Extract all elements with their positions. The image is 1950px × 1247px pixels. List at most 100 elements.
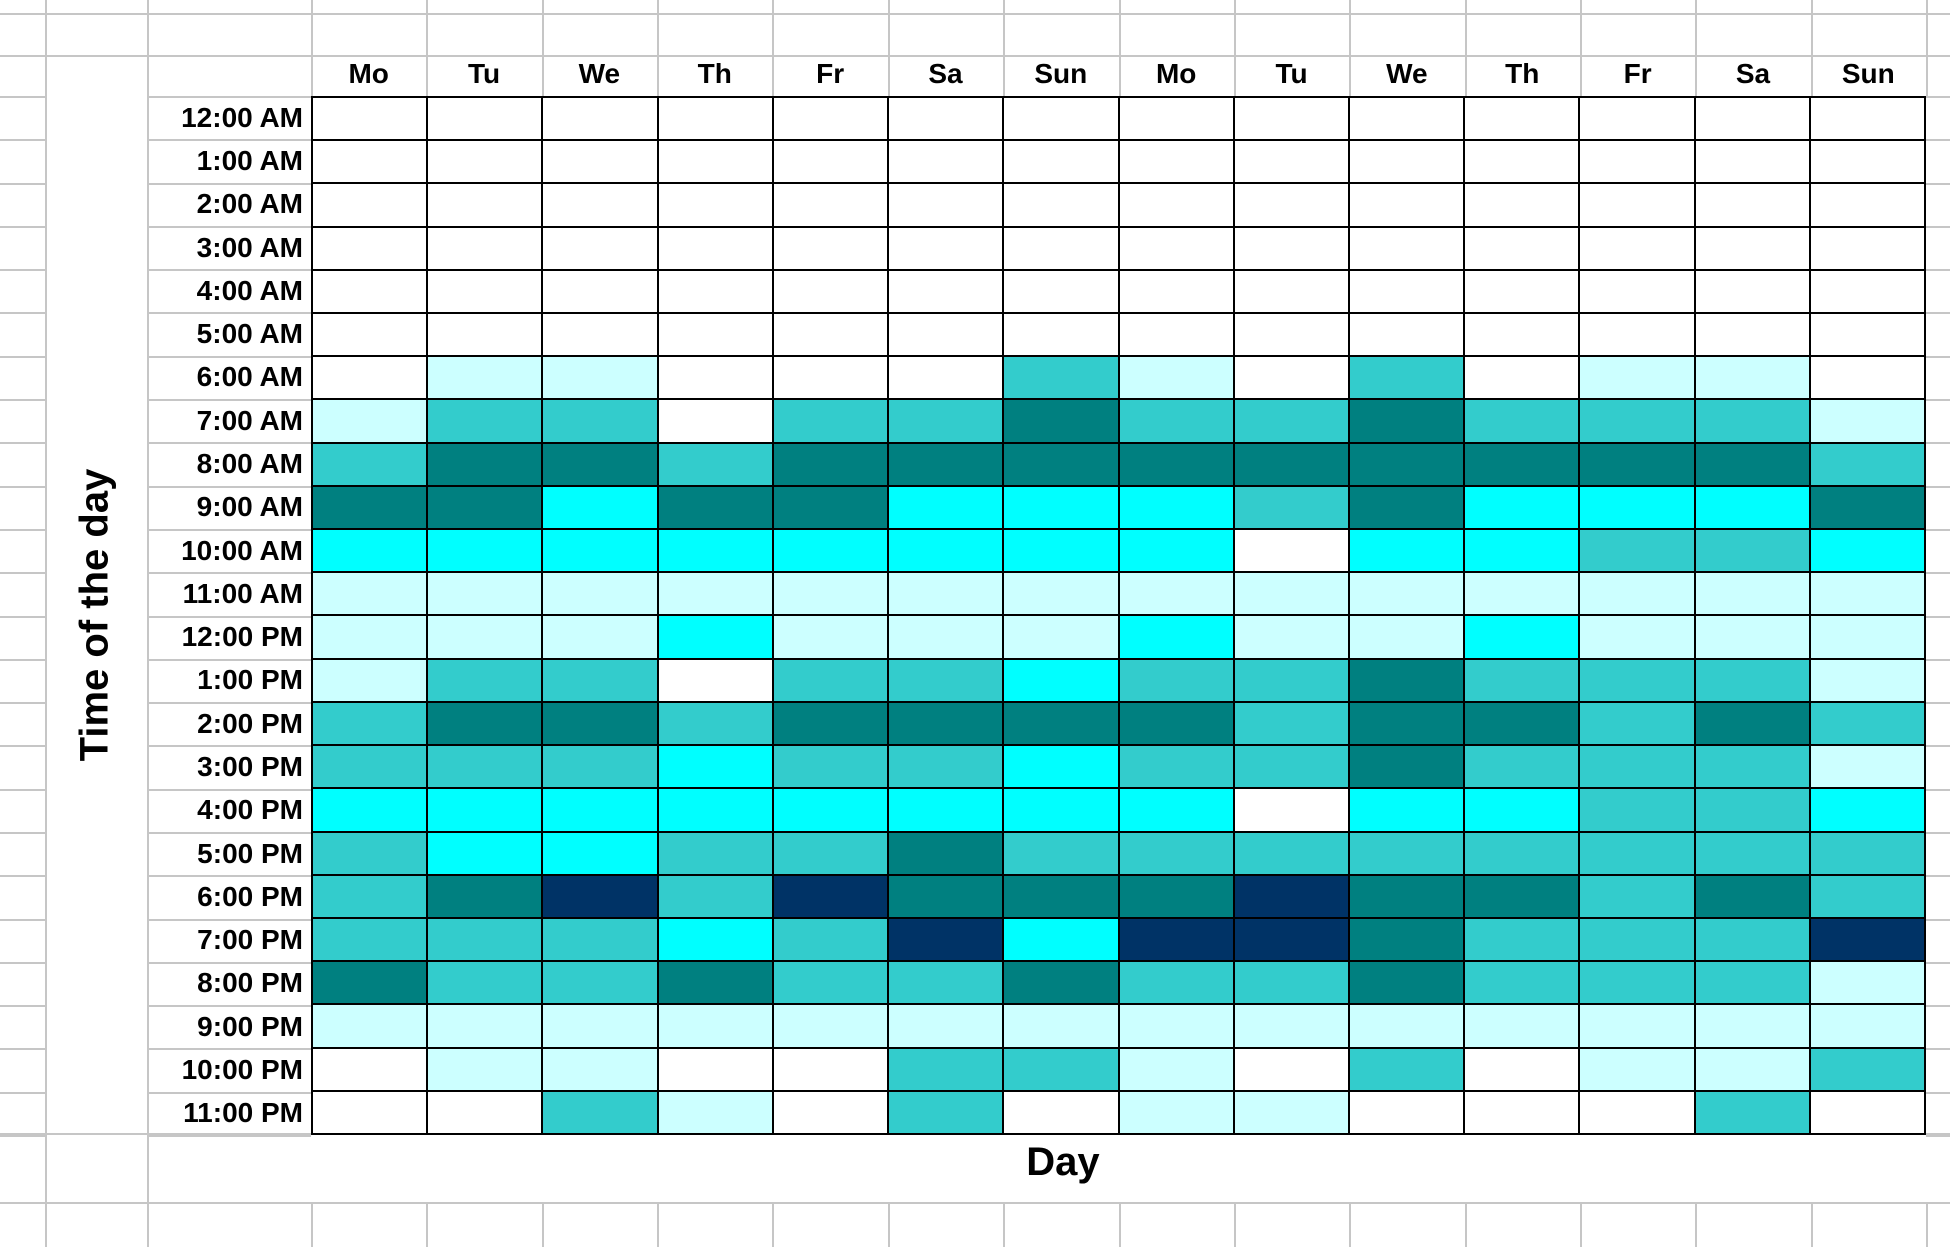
heatmap-cell[interactable] xyxy=(312,97,428,141)
heatmap-cell[interactable] xyxy=(1809,313,1925,357)
heatmap-cell[interactable] xyxy=(312,1090,428,1134)
heatmap-cell[interactable] xyxy=(772,529,889,573)
heatmap-cell[interactable] xyxy=(427,701,543,746)
heatmap-cell[interactable] xyxy=(427,529,543,573)
heatmap-cell[interactable] xyxy=(657,399,773,443)
heatmap-cell[interactable] xyxy=(312,399,428,443)
heatmap-cell[interactable] xyxy=(888,917,1004,962)
heatmap-cell[interactable] xyxy=(888,1047,1004,1091)
heatmap-cell[interactable] xyxy=(772,1047,889,1091)
heatmap-cell[interactable] xyxy=(1579,1047,1695,1091)
heatmap-cell[interactable] xyxy=(1233,701,1349,746)
heatmap-cell[interactable] xyxy=(542,529,658,573)
heatmap-cell[interactable] xyxy=(1118,269,1234,314)
heatmap-cell[interactable] xyxy=(888,658,1004,702)
heatmap-cell[interactable] xyxy=(1118,1047,1234,1091)
heatmap-cell[interactable] xyxy=(1579,874,1695,918)
heatmap-cell[interactable] xyxy=(312,615,428,659)
heatmap-cell[interactable] xyxy=(1348,1090,1465,1134)
heatmap-cell[interactable] xyxy=(1579,485,1695,530)
heatmap-cell[interactable] xyxy=(542,1047,658,1091)
heatmap-cell[interactable] xyxy=(1348,313,1465,357)
heatmap-cell[interactable] xyxy=(1694,399,1810,443)
heatmap-cell[interactable] xyxy=(1809,658,1925,702)
heatmap-cell[interactable] xyxy=(1694,1004,1810,1048)
heatmap-cell[interactable] xyxy=(1118,140,1234,184)
heatmap-cell[interactable] xyxy=(312,226,428,270)
heatmap-cell[interactable] xyxy=(312,788,428,832)
heatmap-cell[interactable] xyxy=(772,1090,889,1134)
heatmap-cell[interactable] xyxy=(772,269,889,314)
heatmap-cell[interactable] xyxy=(1464,140,1580,184)
heatmap-cell[interactable] xyxy=(1003,788,1119,832)
heatmap-cell[interactable] xyxy=(1233,745,1349,789)
heatmap-cell[interactable] xyxy=(657,615,773,659)
heatmap-cell[interactable] xyxy=(312,485,428,530)
heatmap-cell[interactable] xyxy=(1003,313,1119,357)
heatmap-cell[interactable] xyxy=(312,658,428,702)
heatmap-cell[interactable] xyxy=(657,313,773,357)
heatmap-cell[interactable] xyxy=(312,917,428,962)
heatmap-cell[interactable] xyxy=(312,831,428,875)
heatmap-cell[interactable] xyxy=(657,183,773,227)
heatmap-cell[interactable] xyxy=(1348,701,1465,746)
heatmap-cell[interactable] xyxy=(427,356,543,400)
heatmap-cell[interactable] xyxy=(1003,356,1119,400)
heatmap-cell[interactable] xyxy=(1118,183,1234,227)
heatmap-cell[interactable] xyxy=(1233,313,1349,357)
heatmap-cell[interactable] xyxy=(1579,442,1695,486)
heatmap-cell[interactable] xyxy=(772,701,889,746)
heatmap-cell[interactable] xyxy=(1694,269,1810,314)
heatmap-cell[interactable] xyxy=(657,917,773,962)
heatmap-cell[interactable] xyxy=(427,874,543,918)
heatmap-cell[interactable] xyxy=(888,140,1004,184)
heatmap-cell[interactable] xyxy=(1233,269,1349,314)
heatmap-cell[interactable] xyxy=(1003,1090,1119,1134)
heatmap-cell[interactable] xyxy=(1233,226,1349,270)
heatmap-cell[interactable] xyxy=(1348,442,1465,486)
heatmap-cell[interactable] xyxy=(1003,917,1119,962)
heatmap-cell[interactable] xyxy=(772,442,889,486)
heatmap-cell[interactable] xyxy=(1464,269,1580,314)
heatmap-cell[interactable] xyxy=(657,529,773,573)
heatmap-cell[interactable] xyxy=(1464,831,1580,875)
heatmap-cell[interactable] xyxy=(542,140,658,184)
heatmap-cell[interactable] xyxy=(542,658,658,702)
heatmap-cell[interactable] xyxy=(1579,399,1695,443)
heatmap-cell[interactable] xyxy=(1348,572,1465,616)
heatmap-cell[interactable] xyxy=(1118,831,1234,875)
heatmap-cell[interactable] xyxy=(772,788,889,832)
heatmap-cell[interactable] xyxy=(1579,745,1695,789)
heatmap-cell[interactable] xyxy=(772,399,889,443)
heatmap-cell[interactable] xyxy=(1579,140,1695,184)
heatmap-cell[interactable] xyxy=(1694,226,1810,270)
heatmap-cell[interactable] xyxy=(1694,1047,1810,1091)
heatmap-cell[interactable] xyxy=(1348,226,1465,270)
heatmap-cell[interactable] xyxy=(888,485,1004,530)
heatmap-cell[interactable] xyxy=(1579,183,1695,227)
heatmap-cell[interactable] xyxy=(772,226,889,270)
heatmap-cell[interactable] xyxy=(1694,1090,1810,1134)
heatmap-cell[interactable] xyxy=(657,1047,773,1091)
heatmap-cell[interactable] xyxy=(657,140,773,184)
heatmap-cell[interactable] xyxy=(657,97,773,141)
heatmap-cell[interactable] xyxy=(1348,356,1465,400)
heatmap-cell[interactable] xyxy=(1118,658,1234,702)
heatmap-cell[interactable] xyxy=(1348,140,1465,184)
heatmap-cell[interactable] xyxy=(1694,874,1810,918)
heatmap-cell[interactable] xyxy=(1579,1090,1695,1134)
heatmap-cell[interactable] xyxy=(427,831,543,875)
heatmap-cell[interactable] xyxy=(1694,701,1810,746)
heatmap-cell[interactable] xyxy=(312,1004,428,1048)
heatmap-cell[interactable] xyxy=(1003,226,1119,270)
heatmap-cell[interactable] xyxy=(1464,1090,1580,1134)
heatmap-cell[interactable] xyxy=(542,442,658,486)
heatmap-cell[interactable] xyxy=(1233,572,1349,616)
heatmap-cell[interactable] xyxy=(1233,442,1349,486)
heatmap-cell[interactable] xyxy=(1464,788,1580,832)
heatmap-cell[interactable] xyxy=(1118,1004,1234,1048)
heatmap-cell[interactable] xyxy=(1694,917,1810,962)
heatmap-cell[interactable] xyxy=(657,1090,773,1134)
heatmap-cell[interactable] xyxy=(1464,701,1580,746)
heatmap-cell[interactable] xyxy=(1348,917,1465,962)
